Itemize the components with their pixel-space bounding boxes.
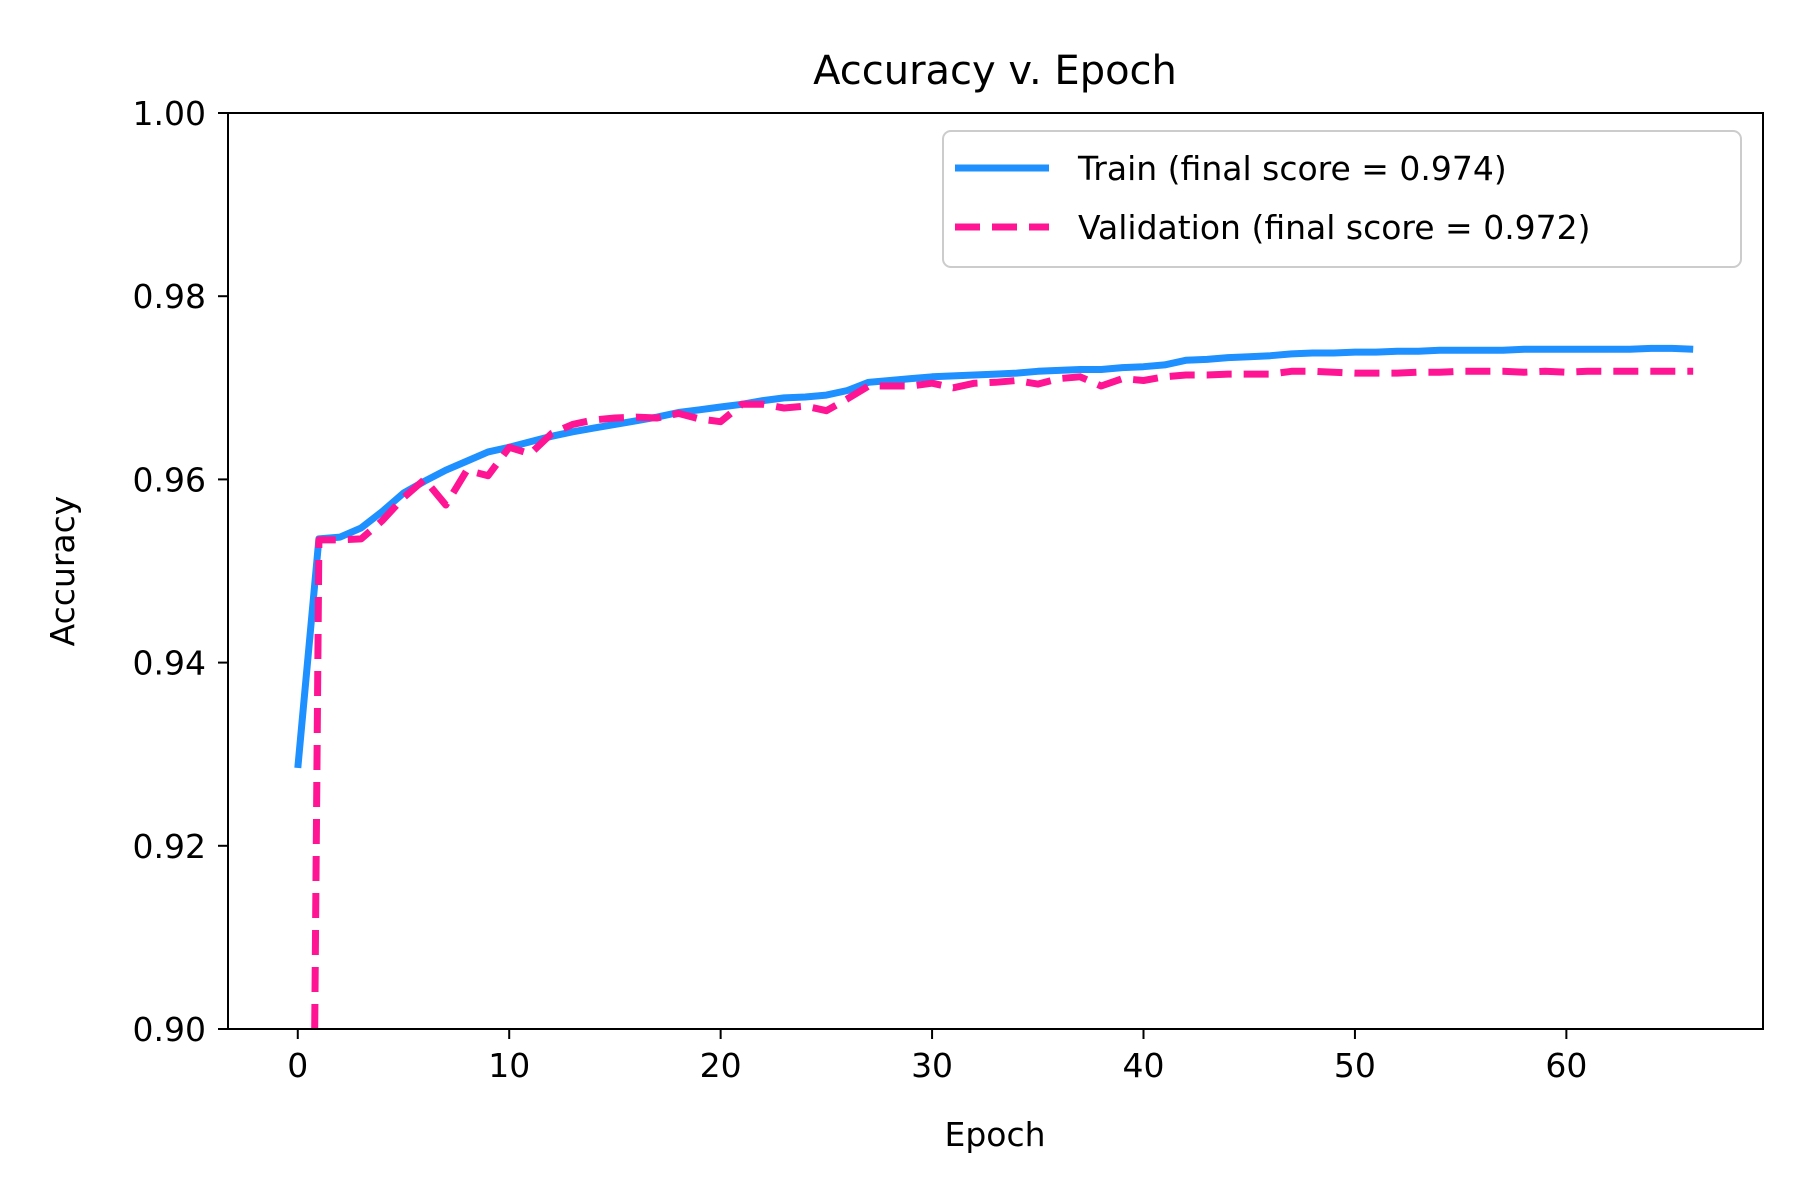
x-tick-label: 10	[488, 1046, 530, 1085]
x-tick-label: 40	[1123, 1046, 1165, 1085]
x-tick-label: 60	[1545, 1046, 1587, 1085]
validation-series-line	[311, 367, 1694, 1030]
x-tick-label: 20	[700, 1046, 742, 1085]
y-tick-label: 0.96	[133, 460, 206, 499]
legend: Train (final score = 0.974) Validation (…	[942, 130, 1742, 268]
y-tick-label: 0.92	[133, 827, 206, 866]
legend-validation-label: Validation (final score = 0.972)	[1078, 208, 1591, 247]
x-axis-ticks: 0 10 20 30 40 50 60	[287, 1029, 1587, 1085]
y-tick-label: 0.90	[133, 1010, 206, 1049]
y-axis-ticks: 0.90 0.92 0.94 0.96 0.98 1.00	[133, 94, 228, 1049]
plot-lines	[294, 344, 1694, 1030]
y-tick-label: 0.94	[133, 644, 206, 683]
legend-train-label: Train (final score = 0.974)	[1077, 149, 1507, 188]
train-series-line	[294, 344, 1694, 769]
x-tick-label: 50	[1334, 1046, 1376, 1085]
chart-title: Accuracy v. Epoch	[813, 48, 1177, 94]
legend-box	[942, 130, 1742, 268]
x-axis-label: Epoch	[944, 1115, 1045, 1154]
y-axis-label: Accuracy	[43, 496, 82, 647]
x-tick-label: 0	[287, 1046, 308, 1085]
y-tick-label: 1.00	[133, 94, 206, 133]
x-tick-label: 30	[911, 1046, 953, 1085]
plot-frame	[227, 112, 1764, 1030]
y-tick-label: 0.98	[133, 277, 206, 316]
